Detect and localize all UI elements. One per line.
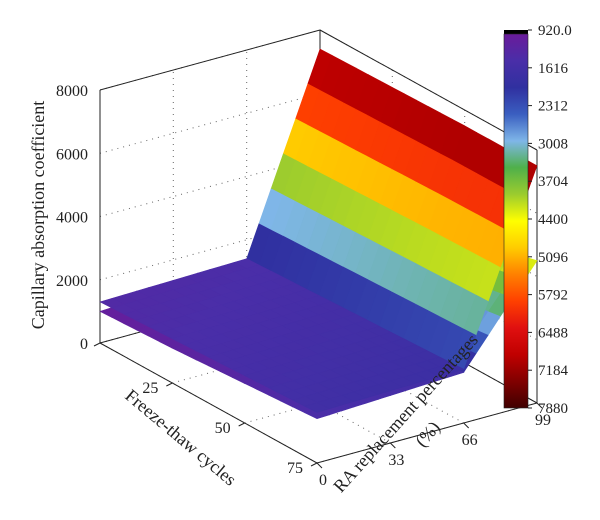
surface-upper: [99, 48, 538, 413]
colorbar-label: 5096: [538, 250, 569, 266]
colorbar-label: 7184: [538, 363, 569, 379]
y-axis-title-line2: (%): [411, 417, 445, 451]
x-tick-label: 75: [287, 460, 303, 477]
z-tick-label: 4000: [56, 210, 88, 227]
x-tick-mark: [238, 422, 245, 427]
z-axis-title: Capillary absorption coefficient: [28, 101, 48, 330]
colorbar-label: 2312: [538, 99, 568, 115]
colorbar-label: 7880: [538, 401, 568, 417]
box-edge-6: [316, 402, 538, 464]
x-tick-mark: [310, 462, 318, 467]
y-tick-mark: [463, 422, 470, 429]
colorbar-label: 1616: [538, 61, 569, 77]
y-tick-label: 0: [319, 472, 327, 489]
x-tick-label: 50: [215, 420, 231, 437]
colorbar-label: 4400: [538, 212, 568, 228]
box-edge-3: [319, 29, 538, 151]
x-axis-title: Freeze-thaw cycles: [121, 385, 240, 489]
colorbar-label: 3704: [538, 174, 569, 190]
z-tick-label: 0: [80, 336, 88, 353]
surface-patch: [304, 402, 331, 413]
y-tick-mark: [316, 462, 323, 469]
y-tick-label: 99: [535, 412, 551, 429]
z-tick-label: 2000: [56, 273, 88, 290]
z-tick-label: 8000: [56, 83, 88, 100]
colorbar-label: 920.0: [538, 23, 572, 39]
box-edge-5: [99, 342, 318, 464]
colorbar: 920.0 1616 2312 3008 3704 4400 5096 5792 6488 718…: [503, 23, 572, 417]
surface-layer: [99, 48, 538, 420]
x-tick-label: 25: [142, 380, 158, 397]
colorbar-top-cap: [504, 30, 528, 34]
x-tick-mark: [93, 342, 101, 347]
colorbar-label: 6488: [538, 325, 568, 341]
z-tick-label: 6000: [56, 146, 88, 163]
y-tick-label: 33: [388, 452, 404, 469]
colorbar-gradient: [503, 33, 529, 409]
colorbar-label: 5792: [538, 288, 568, 304]
y-tick-mark: [536, 402, 543, 409]
y-tick-mark: [389, 442, 396, 449]
y-tick-label: 66: [462, 432, 478, 449]
ticks-layer: 0 2000 4000 6000 8000 25 50 75 0 33 66 99: [56, 83, 551, 489]
colorbar-label: 3008: [538, 136, 568, 152]
x-tick-mark: [166, 382, 173, 387]
box-edge-1: [99, 29, 321, 91]
